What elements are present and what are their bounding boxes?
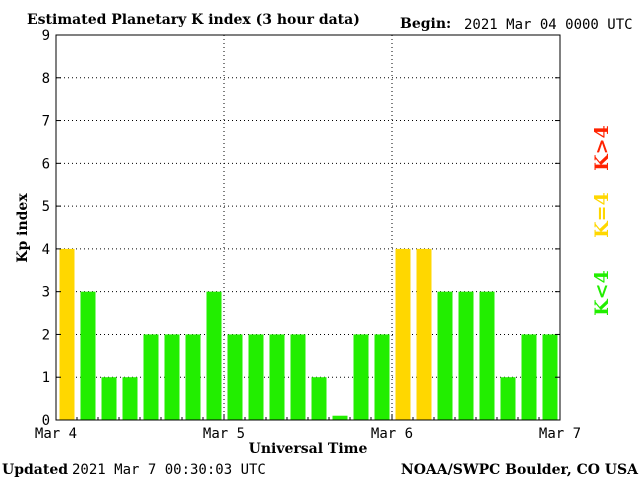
y-tick-label: 0 bbox=[42, 413, 50, 429]
y-tick-label: 6 bbox=[42, 156, 50, 172]
kp-bar bbox=[290, 334, 306, 420]
chart-title: Estimated Planetary K index (3 hour data… bbox=[27, 12, 360, 28]
kp-bar bbox=[542, 334, 558, 420]
y-tick-label: 5 bbox=[42, 199, 50, 215]
kp-bar bbox=[416, 248, 432, 420]
source-credit: NOAA/SWPC Boulder, CO USA bbox=[401, 462, 639, 478]
updated-value: 2021 Mar 7 00:30:03 UTC bbox=[72, 462, 266, 478]
kp-bar bbox=[59, 248, 75, 420]
kp-bar bbox=[500, 377, 516, 420]
y-tick-label: 2 bbox=[42, 327, 50, 343]
legend-moderate: K=4 bbox=[591, 192, 613, 238]
x-tick-label: Mar 4 bbox=[35, 426, 77, 442]
updated-label: Updated bbox=[2, 462, 68, 478]
x-tick-label: Mar 6 bbox=[371, 426, 413, 442]
x-axis: Mar 4 Mar 5 Mar 6 Mar 7 bbox=[35, 414, 581, 442]
kp-bar bbox=[458, 291, 474, 420]
x-tick-label: Mar 7 bbox=[539, 426, 581, 442]
kp-bar bbox=[143, 334, 159, 420]
x-axis-label: Universal Time bbox=[249, 441, 368, 457]
legend-storm: K>4 bbox=[591, 125, 613, 171]
kp-bar bbox=[332, 415, 348, 420]
bar-series bbox=[59, 248, 558, 420]
kp-bar bbox=[479, 291, 495, 420]
y-tick-label: 3 bbox=[42, 285, 50, 301]
kp-bar bbox=[374, 334, 390, 420]
kp-bar bbox=[353, 334, 369, 420]
kp-bar bbox=[437, 291, 453, 420]
y-tick-label: 4 bbox=[42, 242, 50, 258]
kp-bar bbox=[248, 334, 264, 420]
kp-bar bbox=[164, 334, 180, 420]
x-tick-label: Mar 5 bbox=[203, 426, 245, 442]
kp-bar bbox=[185, 334, 201, 420]
kp-bar bbox=[269, 334, 285, 420]
y-axis: 0 1 2 3 4 5 6 7 8 9 bbox=[42, 28, 560, 429]
kp-bar bbox=[227, 334, 243, 420]
y-tick-label: 7 bbox=[42, 114, 50, 130]
y-axis-label: Kp index bbox=[15, 193, 31, 263]
begin-value: 2021 Mar 04 0000 UTC bbox=[464, 17, 633, 33]
y-tick-label: 8 bbox=[42, 71, 50, 87]
kp-bar bbox=[395, 248, 411, 420]
kp-bar bbox=[80, 291, 96, 420]
kp-bar bbox=[311, 377, 327, 420]
begin-label: Begin: bbox=[400, 16, 451, 32]
kp-bar bbox=[122, 377, 138, 420]
y-tick-label: 1 bbox=[42, 370, 50, 386]
kp-bar bbox=[101, 377, 117, 420]
kp-bar bbox=[521, 334, 537, 420]
legend-quiet: K<4 bbox=[591, 270, 613, 316]
kp-bar bbox=[206, 291, 222, 420]
y-tick-label: 9 bbox=[42, 28, 50, 44]
